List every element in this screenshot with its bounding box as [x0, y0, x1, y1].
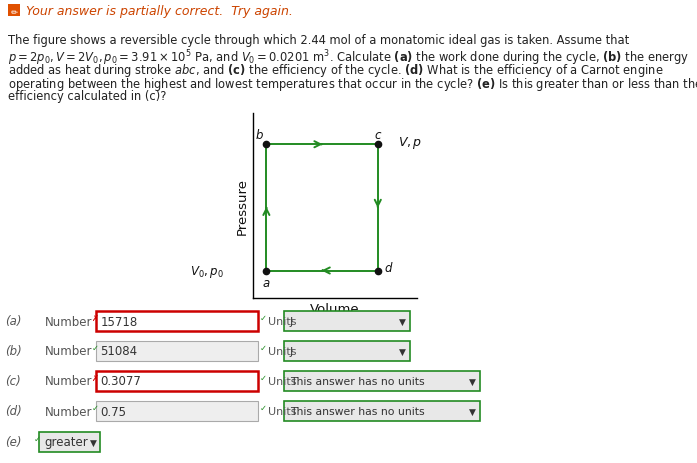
- Text: ▼: ▼: [399, 347, 406, 356]
- Text: This answer has no units: This answer has no units: [290, 406, 424, 416]
- Text: $V, p$: $V, p$: [398, 134, 422, 150]
- Text: ✓: ✓: [260, 403, 267, 412]
- Text: This answer has no units: This answer has no units: [290, 376, 424, 386]
- Text: a: a: [263, 276, 270, 289]
- Text: ✗: ✗: [91, 373, 98, 382]
- Text: ✓: ✓: [91, 403, 98, 412]
- Text: 0.75: 0.75: [100, 405, 126, 418]
- Text: Units: Units: [268, 346, 296, 356]
- FancyBboxPatch shape: [8, 5, 20, 17]
- Text: ✓: ✓: [260, 373, 267, 382]
- Text: (d): (d): [6, 405, 22, 418]
- Y-axis label: Pressure: Pressure: [236, 178, 249, 234]
- Text: Number: Number: [45, 405, 93, 418]
- Text: ▼: ▼: [90, 438, 97, 446]
- Text: ▼: ▼: [399, 317, 406, 326]
- Text: ✓: ✓: [260, 313, 267, 322]
- Text: Units: Units: [268, 406, 296, 416]
- Text: Number: Number: [45, 375, 93, 388]
- Text: ▼: ▼: [469, 377, 476, 386]
- Text: b: b: [256, 129, 263, 142]
- Text: The figure shows a reversible cycle through which 2.44 mol of a monatomic ideal : The figure shows a reversible cycle thro…: [8, 34, 629, 47]
- Text: Units: Units: [268, 376, 296, 386]
- Text: greater: greater: [44, 436, 88, 449]
- Text: 15718: 15718: [100, 315, 137, 328]
- Text: J: J: [290, 316, 293, 326]
- Text: efficiency calculated in (c)?: efficiency calculated in (c)?: [8, 90, 167, 103]
- Text: added as heat during stroke $abc$, and $\mathbf{(c)}$ the efficiency of the cycl: added as heat during stroke $abc$, and $…: [8, 62, 664, 79]
- Text: Number: Number: [45, 345, 93, 358]
- Text: (c): (c): [6, 375, 22, 388]
- Text: ✓: ✓: [260, 343, 267, 352]
- Text: ✗: ✗: [91, 313, 98, 322]
- Text: $V_0, p_0$: $V_0, p_0$: [190, 263, 224, 279]
- Text: operating between the highest and lowest temperatures that occur in the cycle? $: operating between the highest and lowest…: [8, 76, 697, 93]
- Text: (e): (e): [6, 436, 22, 449]
- Text: J: J: [290, 346, 293, 356]
- Text: ✓: ✓: [91, 343, 98, 352]
- Text: d: d: [384, 261, 392, 274]
- Text: 0.3077: 0.3077: [100, 375, 141, 388]
- Text: Units: Units: [268, 316, 296, 326]
- Text: c: c: [374, 129, 381, 142]
- Text: Your answer is partially correct.  Try again.: Your answer is partially correct. Try ag…: [26, 6, 293, 19]
- Text: ✓: ✓: [33, 434, 40, 443]
- Text: (b): (b): [6, 345, 22, 358]
- Text: $p = 2p_0, V = 2V_0, p_0 = 3.91 \times 10^5$ Pa, and $V_0 = 0.0201$ m$^3$. Calcu: $p = 2p_0, V = 2V_0, p_0 = 3.91 \times 1…: [8, 48, 689, 68]
- Text: 51084: 51084: [100, 345, 137, 358]
- Text: ▼: ▼: [469, 407, 476, 416]
- Text: Number: Number: [45, 315, 93, 328]
- Text: ✏: ✏: [10, 7, 17, 17]
- X-axis label: Volume: Volume: [310, 303, 360, 316]
- Text: (a): (a): [6, 315, 22, 328]
